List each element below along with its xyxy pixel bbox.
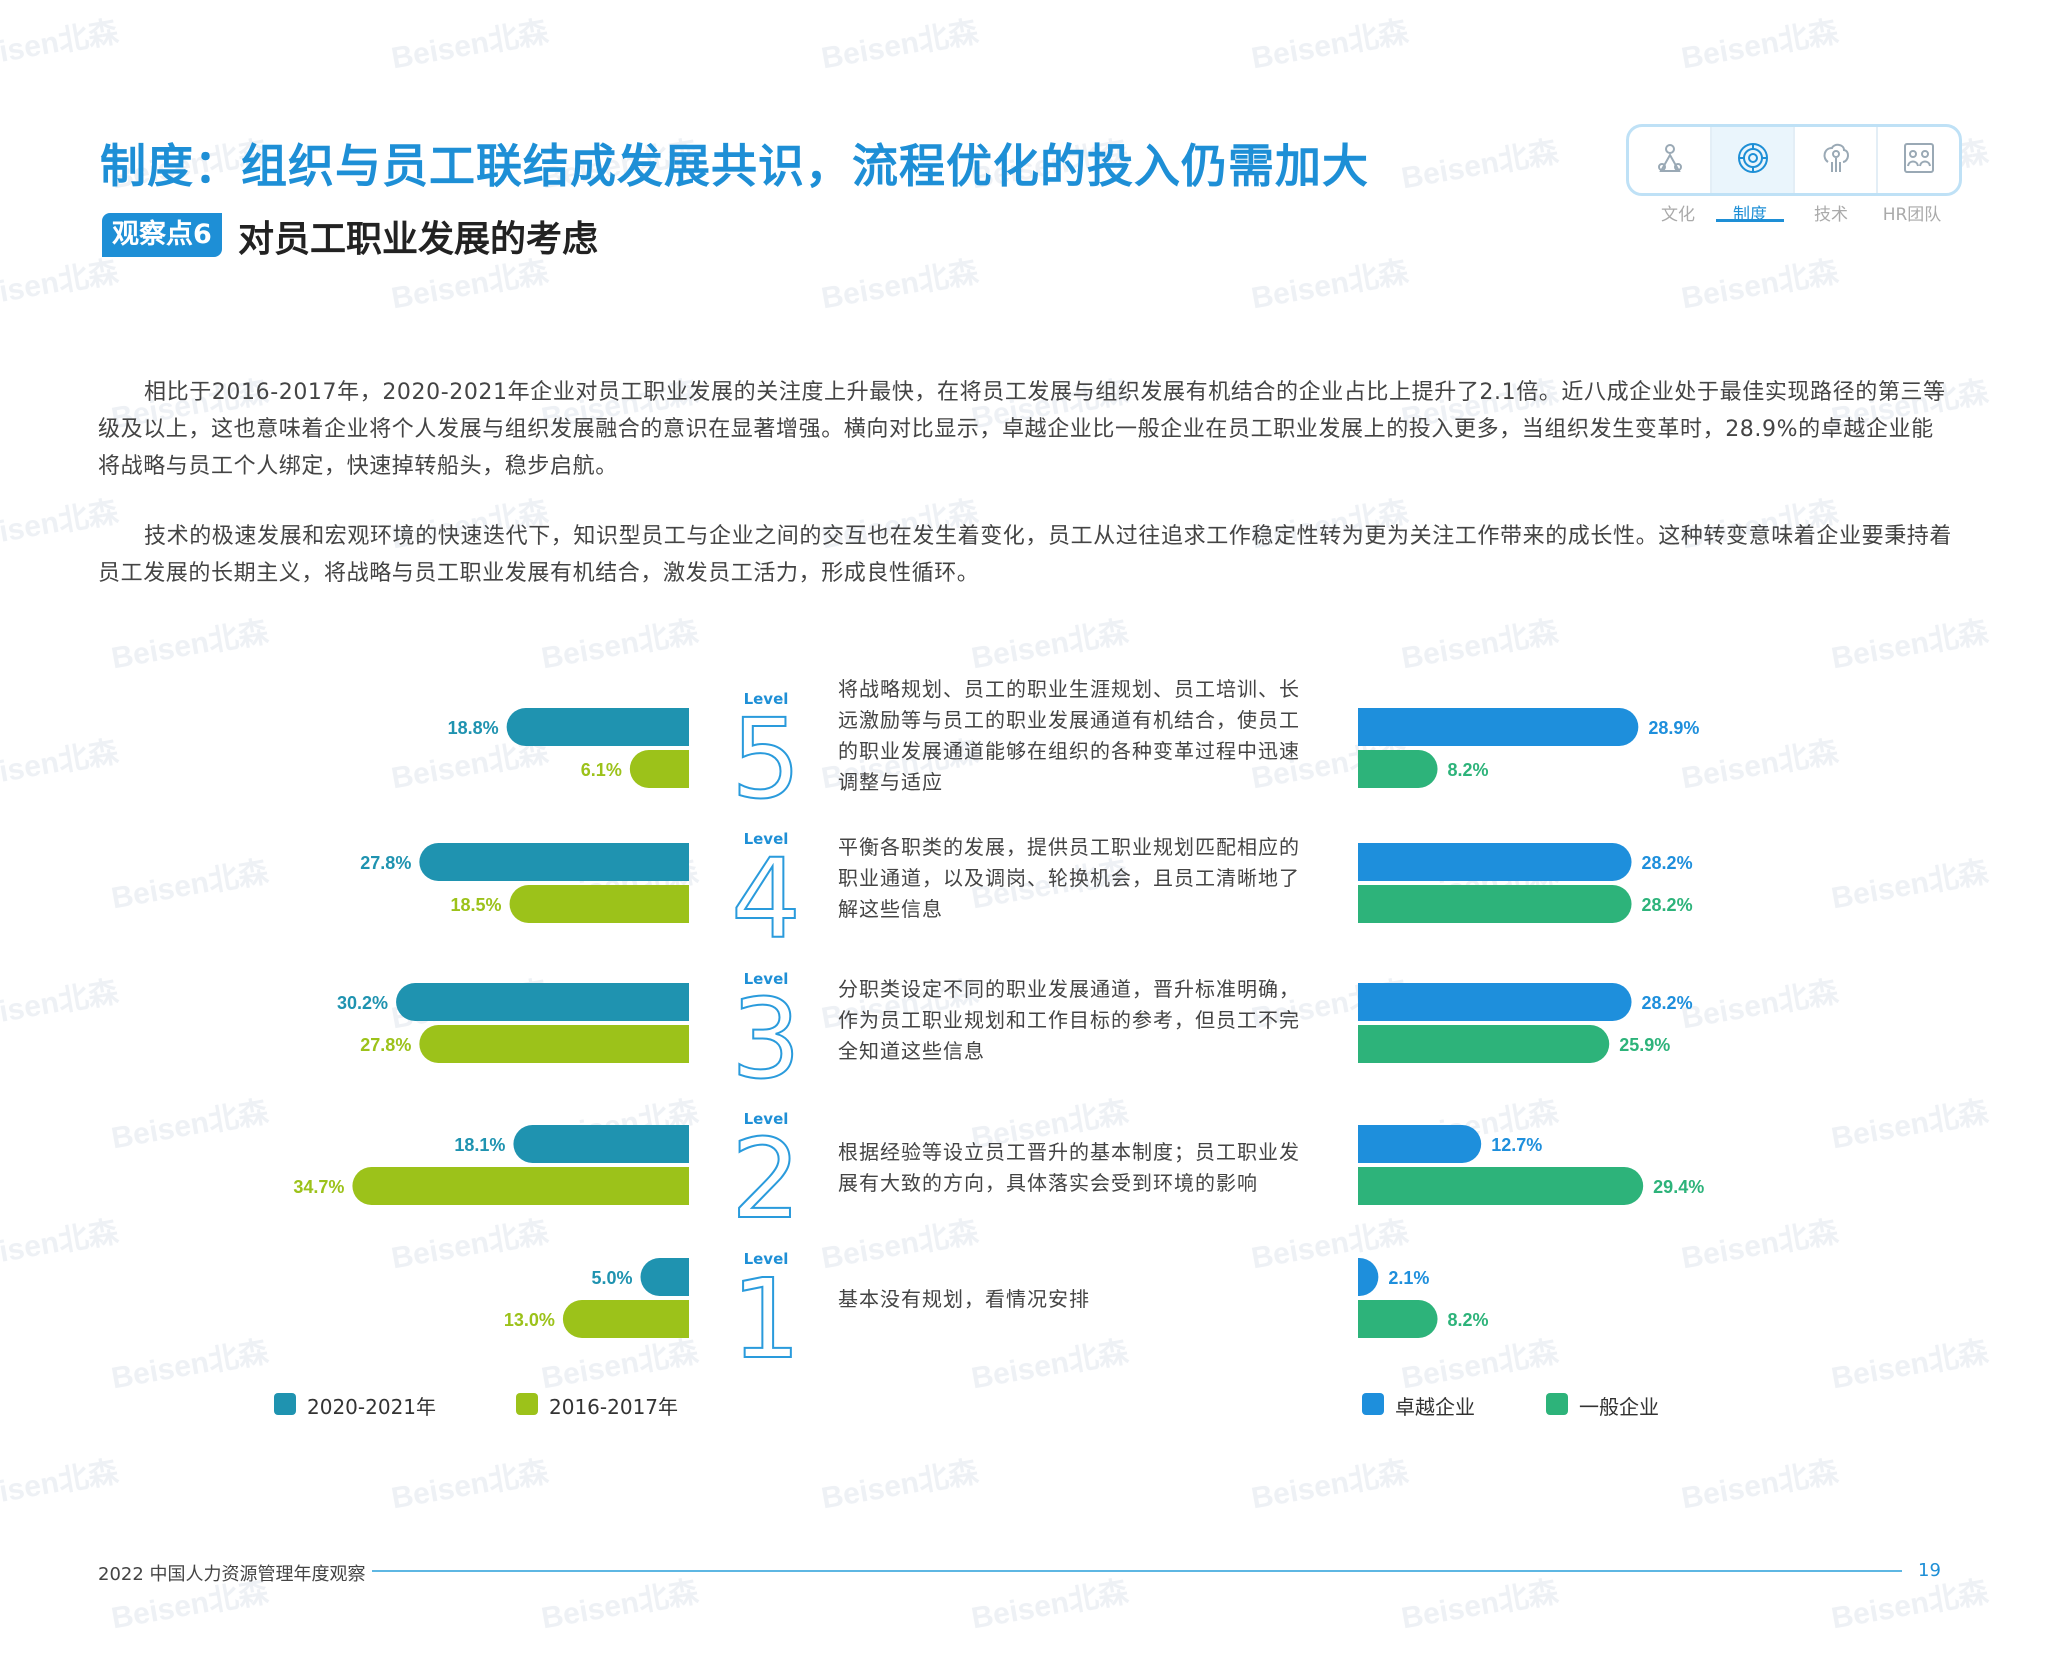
level-word: Level bbox=[743, 830, 789, 848]
data-label-left: 13.0% bbox=[504, 1310, 555, 1330]
data-label-right: 12.7% bbox=[1491, 1135, 1542, 1155]
culture-icon bbox=[1653, 141, 1687, 179]
legend-swatch-general bbox=[1546, 1393, 1568, 1415]
level-description: 分职类设定不同的职业发展通道，晋升标准明确，作为员工职业规划和工作目标的参考，但… bbox=[838, 977, 1300, 1063]
data-label-right: 8.2% bbox=[1448, 760, 1489, 780]
nav-tab-tech[interactable] bbox=[1795, 127, 1878, 193]
bar-left-past bbox=[629, 750, 689, 788]
level-word: Level bbox=[743, 690, 789, 708]
bar-right-general bbox=[1358, 885, 1632, 923]
legend-label-general: 一般企业 bbox=[1579, 1395, 1659, 1419]
legend-label-2020-2021: 2020-2021年 bbox=[307, 1395, 437, 1419]
level-description: 平衡各职类的发展，提供员工职业规划匹配相应的职业通道，以及调岗、轮换机会，且员工… bbox=[838, 835, 1300, 921]
level-word: Level bbox=[743, 1110, 789, 1128]
data-label-left: 27.8% bbox=[360, 853, 411, 873]
bar-right-general bbox=[1358, 750, 1438, 788]
data-label-right: 28.9% bbox=[1648, 718, 1699, 738]
nav-label-culture[interactable]: 文化 bbox=[1661, 205, 1695, 225]
data-label-right: 28.2% bbox=[1642, 895, 1693, 915]
bar-left-recent bbox=[640, 1258, 689, 1296]
data-label-left: 30.2% bbox=[337, 993, 388, 1013]
legend-swatch-2020-2021 bbox=[274, 1393, 296, 1415]
bar-left-past bbox=[509, 885, 689, 923]
footer-title: 2022 中国人力资源管理年度观察 bbox=[98, 1564, 366, 1585]
legend-label-2016-2017: 2016-2017年 bbox=[549, 1395, 679, 1419]
level-word: Level bbox=[743, 1250, 789, 1268]
level-number: 1 bbox=[730, 1255, 802, 1383]
data-label-left: 34.7% bbox=[293, 1177, 344, 1197]
body-paragraph-2: 技术的极速发展和宏观环境的快速迭代下，知识型员工与企业之间的交互也在发生着变化，… bbox=[98, 524, 1953, 586]
data-label-right: 28.2% bbox=[1642, 853, 1693, 873]
legend-label-excellent: 卓越企业 bbox=[1395, 1395, 1475, 1419]
level-number: 4 bbox=[730, 835, 802, 963]
level-number: 5 bbox=[730, 695, 802, 823]
bar-left-recent bbox=[396, 983, 689, 1021]
nav-active-underline bbox=[1716, 219, 1784, 222]
observation-badge: 观察点6 bbox=[102, 213, 222, 257]
bar-left-recent bbox=[513, 1125, 689, 1163]
data-label-right: 8.2% bbox=[1448, 1310, 1489, 1330]
bar-right-general bbox=[1358, 1025, 1610, 1063]
section-nav bbox=[1626, 124, 1962, 196]
nav-tab-hr-team[interactable] bbox=[1878, 127, 1959, 193]
nav-tab-culture[interactable] bbox=[1629, 127, 1712, 193]
level-description: 将战略规划、员工的职业生涯规划、员工培训、长远激励等与员工的职业发展通道有机结合… bbox=[838, 677, 1300, 794]
nav-label-hr-team[interactable]: HR团队 bbox=[1882, 205, 1942, 225]
data-label-right: 25.9% bbox=[1619, 1035, 1670, 1055]
data-label-left: 18.8% bbox=[448, 718, 499, 738]
bar-right-excellent bbox=[1358, 1258, 1379, 1296]
level-word: Level bbox=[743, 970, 789, 988]
bar-right-excellent bbox=[1358, 983, 1632, 1021]
bar-right-general bbox=[1358, 1167, 1644, 1205]
bar-left-recent bbox=[506, 708, 689, 746]
bar-left-past bbox=[352, 1167, 689, 1205]
level-description: 根据经验等设立员工晋升的基本制度；员工职业发展有大致的方向，具体落实会受到环境的… bbox=[838, 1140, 1300, 1195]
legend-swatch-2016-2017 bbox=[516, 1393, 538, 1415]
nav-tab-system[interactable] bbox=[1712, 127, 1795, 193]
data-label-left: 18.1% bbox=[454, 1135, 505, 1155]
bar-right-excellent bbox=[1358, 843, 1632, 881]
bar-left-past bbox=[419, 1025, 689, 1063]
bar-left-past bbox=[562, 1300, 689, 1338]
nav-label-tech[interactable]: 技术 bbox=[1814, 205, 1848, 225]
footer-divider bbox=[372, 1570, 1902, 1572]
bar-left-recent bbox=[419, 843, 689, 881]
data-label-right: 2.1% bbox=[1388, 1268, 1429, 1288]
level-number: 3 bbox=[730, 975, 802, 1103]
body-paragraph-1: 相比于2016-2017年，2020-2021年企业对员工职业发展的关注度上升最… bbox=[98, 380, 1946, 479]
level-description: 基本没有规划，看情况安排 bbox=[838, 1287, 1090, 1311]
hr-team-icon bbox=[1901, 140, 1937, 180]
data-label-right: 29.4% bbox=[1653, 1177, 1704, 1197]
data-label-left: 6.1% bbox=[581, 760, 622, 780]
level-number: 2 bbox=[730, 1115, 802, 1243]
page-title: 制度：组织与员工联结成发展共识，流程优化的投入仍需加大 bbox=[100, 139, 1369, 193]
data-label-left: 27.8% bbox=[360, 1035, 411, 1055]
data-label-right: 28.2% bbox=[1642, 993, 1693, 1013]
data-label-left: 5.0% bbox=[591, 1268, 632, 1288]
page-number: 19 bbox=[1918, 1560, 1941, 1581]
data-label-left: 18.5% bbox=[451, 895, 502, 915]
bar-right-excellent bbox=[1358, 708, 1639, 746]
system-icon bbox=[1735, 140, 1771, 180]
bar-right-excellent bbox=[1358, 1125, 1482, 1163]
legend-swatch-excellent bbox=[1362, 1393, 1384, 1415]
observation-title: 对员工职业发展的考虑 bbox=[238, 219, 599, 260]
tech-icon bbox=[1818, 140, 1854, 180]
bar-right-general bbox=[1358, 1300, 1438, 1338]
